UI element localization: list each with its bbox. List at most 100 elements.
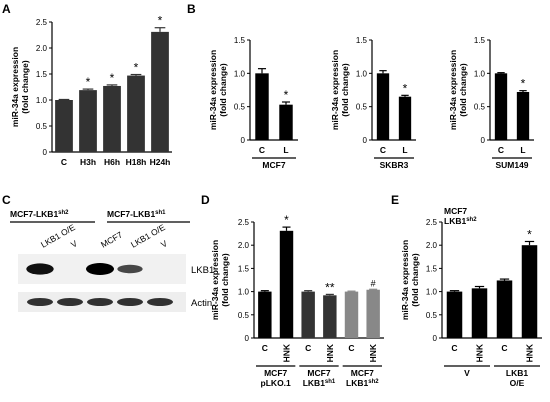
panel-letter-e: E — [391, 193, 399, 207]
chart-e: 0 0.5 1.0 1.5 2.0 2.5 miR-34a expression (fold … — [400, 206, 542, 388]
group-label: MCF7 — [262, 160, 285, 170]
group-label: V — [464, 368, 470, 378]
y-tick-label: 1.0 — [426, 288, 438, 297]
significance-mark: * — [521, 77, 526, 91]
y-tick-label: 2.5 — [426, 218, 438, 227]
category-label: C — [348, 343, 354, 353]
significance-mark: ** — [325, 280, 335, 294]
significance-mark: * — [284, 213, 289, 227]
blot-band-lkb1 — [26, 263, 54, 275]
chart-d: 0 0.5 1.0 1.5 2.0 2.5 miR-34a expression (fold … — [210, 213, 384, 388]
blot-band-actin — [87, 298, 113, 306]
panel-letter-d: D — [201, 193, 210, 207]
significance-mark: * — [527, 227, 532, 241]
y-tick-label: 0.5 — [474, 103, 486, 112]
category-label: HNK — [475, 343, 485, 362]
bar — [446, 291, 463, 338]
y-tick-label: 2.0 — [426, 241, 438, 250]
category-label: C — [451, 343, 457, 353]
blot-lane-label: V — [69, 238, 79, 250]
blot-band-actin — [117, 298, 143, 306]
category-label: H6h — [104, 157, 120, 167]
panel-letter-b: B — [187, 2, 196, 16]
y-tick-label: 1.0 — [356, 69, 368, 78]
category-label: C — [305, 343, 311, 353]
inset-title: MCF7 — [444, 206, 467, 216]
category-label: C — [259, 145, 265, 155]
chart-b2: 0 0.5 1.0 1.5 miR-34a expression (fold change… — [330, 36, 416, 170]
y-tick-label: 0 — [433, 334, 438, 343]
y-tick-label: 1.5 — [474, 36, 486, 45]
category-label: H24h — [150, 157, 171, 167]
y-axis-label: miR-34a expression — [10, 47, 20, 127]
group-label: SUM149 — [495, 160, 528, 170]
blot-band-lkb1 — [86, 263, 114, 275]
y-tick-label: 1.0 — [36, 96, 48, 105]
y-tick-label: 0.5 — [36, 122, 48, 131]
bar — [323, 295, 337, 338]
bar — [366, 289, 380, 338]
panel-letter-c: C — [2, 193, 11, 207]
y-axis-label: miR-34a expression — [208, 50, 218, 130]
category-label: HNK — [282, 343, 292, 362]
blot-row-label-lkb1: LKB1 — [191, 265, 214, 276]
group-label: MCF7 — [264, 368, 287, 378]
significance-mark: # — [371, 278, 376, 288]
category-label: H18h — [126, 157, 147, 167]
bar — [376, 73, 390, 140]
bar — [255, 73, 269, 140]
y-tick-label: 0 — [43, 148, 48, 157]
y-tick-label: 0.5 — [356, 103, 368, 112]
y-tick-label: 0.5 — [426, 311, 438, 320]
y-tick-label: 1.0 — [234, 69, 246, 78]
category-label: L — [402, 145, 407, 155]
category-label: C — [262, 343, 268, 353]
y-axis-label: miR-34a expression — [400, 240, 410, 320]
bar — [79, 90, 97, 152]
chart-a: 0 0.5 1.0 1.5 2.0 2.5 miR-34a expression (fold … — [10, 14, 172, 167]
group-label: LKB1 — [506, 368, 528, 378]
bar — [258, 291, 272, 338]
bar — [496, 280, 513, 338]
category-label: C — [498, 145, 504, 155]
significance-mark: * — [403, 81, 408, 95]
bar — [151, 31, 169, 153]
category-label: C — [61, 157, 67, 167]
y-tick-label: 1.5 — [36, 70, 48, 79]
bar — [279, 104, 293, 140]
blot-band-lkb1 — [117, 264, 143, 274]
significance-mark: * — [284, 88, 289, 102]
y-axis-label-line2: (fold change) — [220, 253, 230, 307]
bar — [521, 245, 538, 338]
category-label: C — [380, 145, 386, 155]
western-blot: MCF7-LKB1sh2 MCF7-LKB1sh1 LKB1 O/EV MCF7 L… — [10, 209, 214, 312]
blot-lane-label: V — [159, 238, 169, 250]
group-label: SKBR3 — [380, 160, 409, 170]
y-axis-label-line2: (fold change) — [340, 63, 350, 117]
chart-b3: 0 0.5 1.0 1.5 miR-34a expression (fold change… — [448, 36, 534, 170]
y-tick-label: 2.0 — [36, 44, 48, 53]
y-tick-label: 2.0 — [238, 241, 250, 250]
blot-band-actin — [147, 298, 173, 306]
group-label-line2: O/E — [510, 378, 525, 388]
y-axis-label-line2: (fold change) — [458, 63, 468, 117]
bar — [398, 96, 412, 140]
significance-mark: * — [110, 71, 115, 85]
bar — [344, 291, 359, 338]
y-axis-label-line2: (fold change) — [410, 253, 420, 307]
y-tick-label: 2.5 — [36, 18, 48, 27]
bar — [494, 73, 508, 140]
y-tick-label: 1.0 — [238, 288, 250, 297]
category-label: C — [501, 343, 507, 353]
bar — [301, 291, 315, 338]
bar — [103, 85, 121, 152]
group-label-line2: LKB1sh2 — [346, 378, 379, 388]
y-axis-label-line2: (fold change) — [20, 60, 30, 114]
y-tick-label: 1.5 — [426, 264, 438, 273]
y-axis-label: miR-34a expression — [330, 50, 340, 130]
category-label: H3h — [80, 157, 96, 167]
bar — [516, 92, 530, 140]
y-tick-label: 0.5 — [234, 103, 246, 112]
bar — [55, 100, 73, 152]
